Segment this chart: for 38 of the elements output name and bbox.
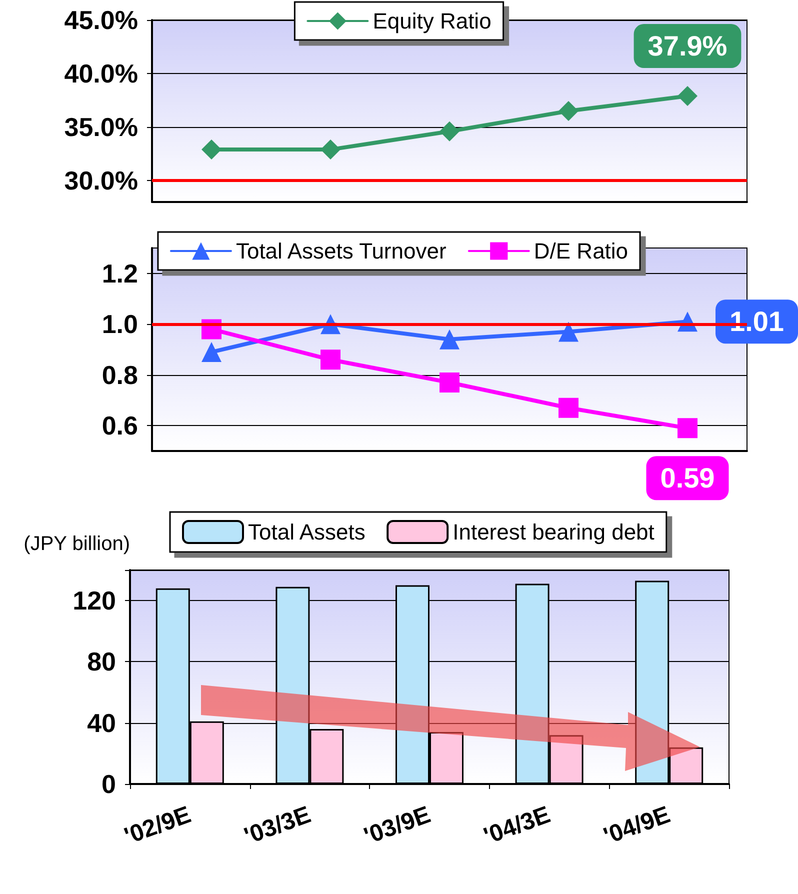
point [320,350,340,370]
point [202,140,222,160]
legend-label: Equity Ratio [372,8,492,34]
legend-label: D/E Ratio [534,238,628,264]
y-tick-label: 80 [87,646,116,677]
point [678,418,698,438]
data-label: 37.9% [648,30,728,62]
y-tick-label: 35.0% [64,112,138,142]
point [558,398,578,418]
point [202,342,222,362]
legend-label: Interest bearing debt [452,520,654,544]
point [558,322,578,342]
x-tick-label: '03/9E [360,801,434,850]
point [440,329,460,350]
legend-label: Total Assets [248,520,366,544]
x-tick-label: '03/3E [240,801,314,850]
point [558,101,578,121]
y-axis-title: (JPY billion) [24,533,130,555]
data-label: 0.59 [660,462,715,494]
point [440,121,460,142]
y-tick-label: 30.0% [64,166,138,196]
x-tick-label: '02/9E [120,801,195,850]
y-tick-label: 40.0% [64,58,138,89]
y-tick-label: 0 [102,769,116,799]
y-tick-label: 45.0% [64,5,138,35]
x-tick-label: '04/3E [480,801,554,850]
data-label: 1.01 [730,306,784,338]
y-tick-label: 1.2 [102,258,138,288]
y-tick-label: 0.6 [102,410,138,441]
y-tick-label: 40 [87,708,116,738]
y-tick-label: 120 [72,586,116,616]
y-tick-label: 0.8 [102,360,138,390]
y-tick-label: 1.0 [102,309,138,340]
point [440,372,460,392]
legend-label: Total Assets Turnover [236,238,446,264]
x-tick-label: '04/9E [600,801,674,850]
point [320,140,340,160]
point [678,86,698,106]
